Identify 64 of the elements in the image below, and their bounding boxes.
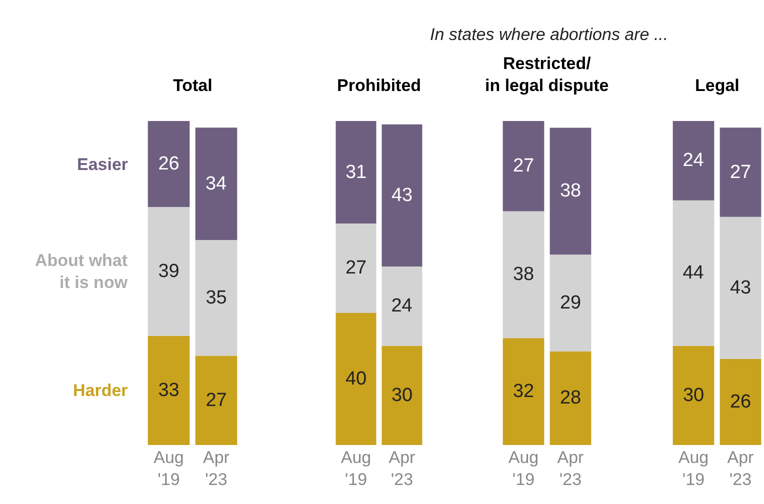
data-label: 38 [560, 180, 582, 202]
data-label: 43 [391, 184, 413, 206]
data-label: 34 [205, 173, 228, 194]
x-tick-label: Apr '23 [203, 448, 230, 490]
data-label: 39 [158, 260, 180, 282]
bar [195, 128, 238, 240]
bar [550, 128, 592, 255]
data-label: 31 [345, 162, 367, 183]
series-label: Harder [73, 381, 128, 400]
data-label: 30 [682, 384, 704, 406]
data-label: 33 [158, 380, 180, 401]
data-label: 29 [560, 292, 582, 314]
bar [720, 128, 762, 217]
data-label: 27 [512, 156, 534, 177]
x-tick-label: Apr '23 [388, 448, 416, 490]
data-label: 26 [158, 154, 180, 175]
bar [336, 121, 376, 224]
bar [148, 207, 190, 336]
bar [502, 211, 544, 338]
bar [148, 121, 190, 207]
text: In states where abortions are ... [430, 25, 668, 44]
bar [550, 254, 592, 352]
data-label: 43 [730, 277, 752, 298]
data-label: 30 [391, 384, 413, 406]
data-label: 44 [682, 262, 704, 284]
x-tick-label: Aug '19 [154, 448, 184, 490]
bar [672, 346, 714, 445]
data-label: 27 [206, 390, 227, 411]
chart-title: Prohibited [337, 76, 422, 95]
data-label: 24 [391, 296, 413, 317]
data-label: 27 [345, 258, 367, 279]
bar [148, 336, 190, 445]
bar [672, 200, 714, 346]
data-label: 35 [206, 287, 227, 308]
bar [382, 124, 422, 266]
bar [382, 266, 422, 346]
bar [382, 346, 422, 445]
bar [720, 216, 762, 360]
data-label: 38 [512, 264, 534, 286]
data-label: 24 [682, 150, 704, 172]
bar [195, 240, 238, 356]
data-label: 27 [730, 162, 752, 183]
chart-title: Restricted/ in legal dispute [485, 54, 609, 96]
bar [672, 121, 714, 200]
bar [336, 312, 376, 445]
x-tick-label: Apr '23 [727, 448, 754, 490]
x-tick-label: Aug '19 [678, 448, 709, 490]
x-tick-label: Apr '23 [557, 448, 584, 490]
chart-title: Legal [695, 76, 740, 95]
data-label: 28 [560, 388, 582, 409]
chart-title: Total [173, 76, 212, 95]
bar [720, 359, 762, 445]
series-label: About what it is now [35, 251, 128, 292]
bar [550, 351, 592, 445]
series-label: Easier [77, 155, 128, 174]
data-label: 26 [730, 392, 752, 413]
x-tick-label: Aug '19 [340, 448, 372, 490]
data-label: 40 [345, 368, 367, 390]
bar [502, 338, 544, 445]
x-tick-label: Aug '19 [508, 448, 539, 490]
bar [502, 121, 544, 212]
bar [195, 356, 238, 445]
data-label: 32 [512, 381, 534, 402]
bar [336, 224, 376, 313]
